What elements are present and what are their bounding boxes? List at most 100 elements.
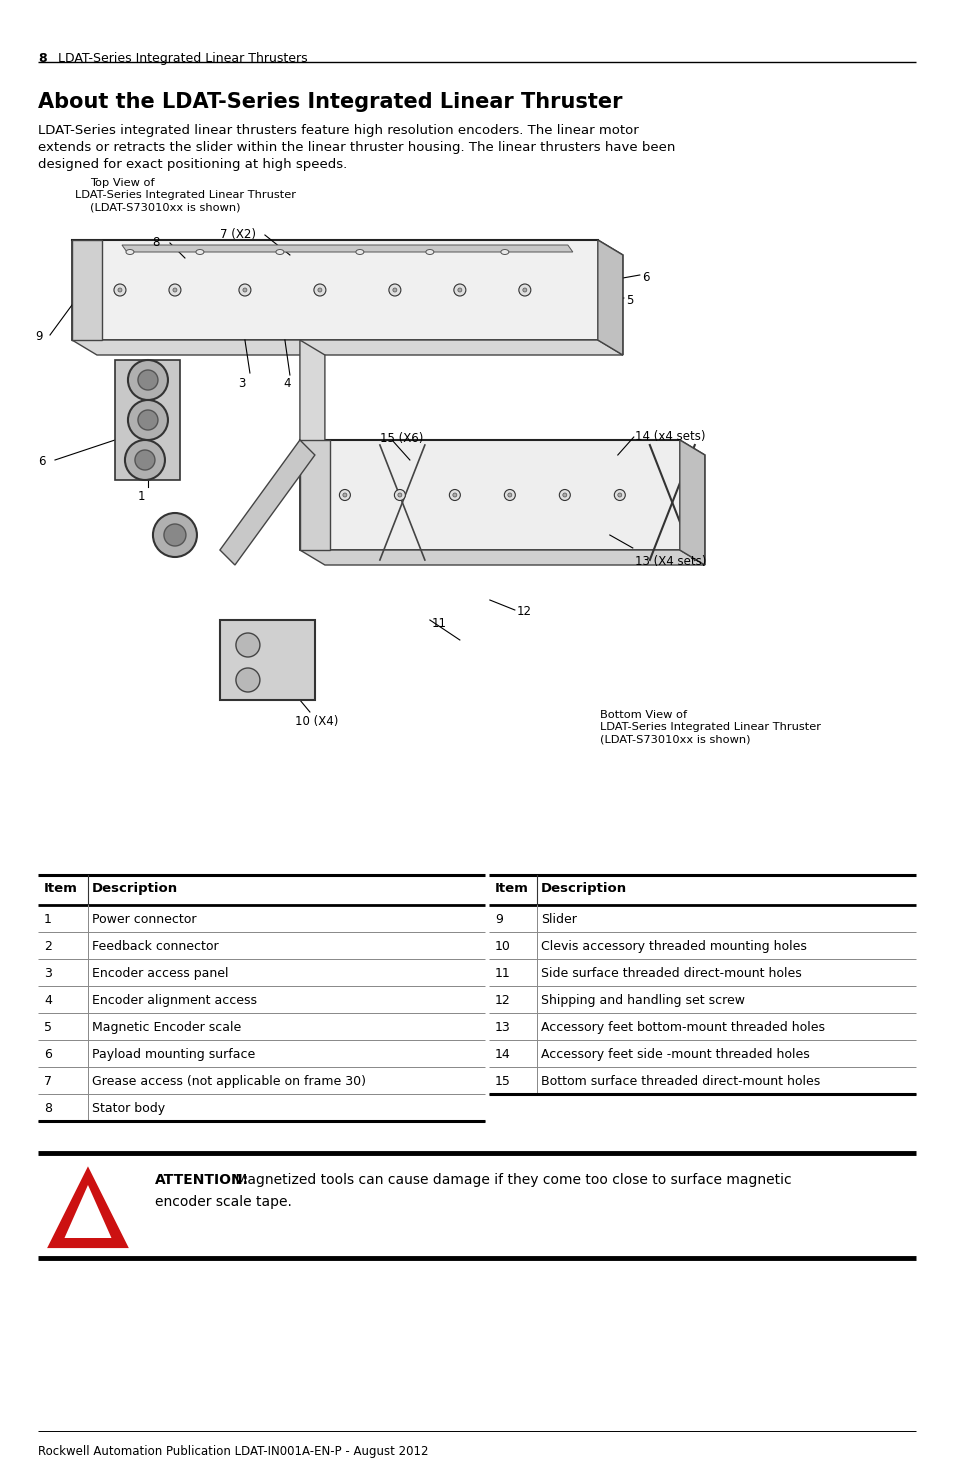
Circle shape: [152, 513, 196, 558]
Text: 4: 4: [44, 994, 51, 1007]
Ellipse shape: [449, 490, 460, 500]
Text: Item: Item: [495, 882, 528, 895]
Polygon shape: [65, 1184, 112, 1238]
Text: 7 (X2): 7 (X2): [220, 229, 255, 240]
Polygon shape: [299, 550, 704, 565]
Circle shape: [128, 360, 168, 400]
Text: 1: 1: [44, 913, 51, 926]
Text: LDAT-Series Integrated Linear Thrusters: LDAT-Series Integrated Linear Thrusters: [58, 52, 307, 65]
Text: Description: Description: [91, 882, 178, 895]
Text: Stator body: Stator body: [91, 1102, 165, 1115]
Text: 8: 8: [38, 52, 47, 65]
Text: Rockwell Automation Publication LDAT-IN001A-EN-P - August 2012: Rockwell Automation Publication LDAT-IN0…: [38, 1446, 428, 1457]
Polygon shape: [299, 341, 325, 454]
Ellipse shape: [397, 493, 401, 497]
Ellipse shape: [243, 288, 247, 292]
Text: 8: 8: [152, 236, 159, 249]
Text: (LDAT-S73010xx is shown): (LDAT-S73010xx is shown): [599, 735, 749, 743]
Polygon shape: [220, 440, 314, 565]
Text: 13 (X4 sets): 13 (X4 sets): [634, 555, 705, 568]
Text: 12: 12: [495, 994, 510, 1007]
Ellipse shape: [507, 493, 512, 497]
Ellipse shape: [454, 285, 465, 296]
Polygon shape: [299, 440, 330, 550]
Text: designed for exact positioning at high speeds.: designed for exact positioning at high s…: [38, 158, 347, 171]
Text: 12: 12: [517, 605, 531, 618]
Circle shape: [235, 668, 259, 692]
Text: Accessory feet bottom-mount threaded holes: Accessory feet bottom-mount threaded hol…: [540, 1021, 824, 1034]
Polygon shape: [51, 1171, 126, 1246]
Ellipse shape: [342, 493, 347, 497]
Circle shape: [138, 370, 158, 389]
Text: Feedback connector: Feedback connector: [91, 940, 218, 953]
Polygon shape: [60, 1181, 115, 1240]
Text: 15 (X6): 15 (X6): [379, 432, 423, 445]
Text: 11: 11: [495, 968, 510, 979]
Text: Clevis accessory threaded mounting holes: Clevis accessory threaded mounting holes: [540, 940, 806, 953]
Text: 7: 7: [44, 1075, 51, 1089]
Text: Magnetized tools can cause damage if they come too close to surface magnetic: Magnetized tools can cause damage if the…: [231, 1173, 791, 1187]
Text: 2: 2: [154, 376, 162, 389]
Ellipse shape: [558, 490, 570, 500]
Text: LDAT-Series Integrated Linear Thruster: LDAT-Series Integrated Linear Thruster: [599, 721, 820, 732]
Ellipse shape: [614, 490, 624, 500]
Ellipse shape: [389, 285, 400, 296]
Ellipse shape: [457, 288, 461, 292]
Ellipse shape: [314, 285, 326, 296]
Ellipse shape: [113, 285, 126, 296]
Text: 10 (X4): 10 (X4): [294, 715, 338, 729]
Text: 14: 14: [495, 1049, 510, 1061]
Text: Magnetic Encoder scale: Magnetic Encoder scale: [91, 1021, 241, 1034]
Ellipse shape: [453, 493, 456, 497]
Polygon shape: [71, 240, 102, 341]
Polygon shape: [122, 245, 572, 252]
Ellipse shape: [518, 285, 530, 296]
Text: 6: 6: [641, 271, 649, 285]
Ellipse shape: [500, 249, 508, 255]
Text: 3: 3: [44, 968, 51, 979]
Text: Item: Item: [44, 882, 78, 895]
Ellipse shape: [425, 249, 434, 255]
Text: Encoder alignment access: Encoder alignment access: [91, 994, 256, 1007]
Ellipse shape: [238, 285, 251, 296]
Circle shape: [138, 410, 158, 431]
Text: Accessory feet side -mount threaded holes: Accessory feet side -mount threaded hole…: [540, 1049, 809, 1061]
Ellipse shape: [169, 285, 181, 296]
Text: 6: 6: [38, 454, 46, 468]
Bar: [220, 620, 314, 701]
Text: Slider: Slider: [540, 913, 577, 926]
Ellipse shape: [504, 490, 515, 500]
Text: 11: 11: [432, 617, 446, 630]
Text: extends or retracts the slider within the linear thruster housing. The linear th: extends or retracts the slider within th…: [38, 142, 675, 153]
Circle shape: [134, 450, 154, 471]
Text: Power connector: Power connector: [91, 913, 196, 926]
Ellipse shape: [126, 249, 133, 255]
Text: encoder scale tape.: encoder scale tape.: [154, 1195, 292, 1209]
Text: Payload mounting surface: Payload mounting surface: [91, 1049, 255, 1061]
Text: 8: 8: [44, 1102, 51, 1115]
Text: 5: 5: [44, 1021, 51, 1034]
Text: 3: 3: [237, 378, 245, 389]
Polygon shape: [679, 440, 704, 565]
Text: (LDAT-S73010xx is shown): (LDAT-S73010xx is shown): [90, 202, 240, 212]
Text: Side surface threaded direct-mount holes: Side surface threaded direct-mount holes: [540, 968, 801, 979]
Text: !: !: [82, 1193, 93, 1217]
Text: About the LDAT-Series Integrated Linear Thruster: About the LDAT-Series Integrated Linear …: [38, 91, 622, 112]
Text: LDAT-Series Integrated Linear Thruster: LDAT-Series Integrated Linear Thruster: [75, 190, 295, 201]
Text: 13: 13: [495, 1021, 510, 1034]
Ellipse shape: [339, 490, 350, 500]
Text: ATTENTION:: ATTENTION:: [154, 1173, 249, 1187]
Circle shape: [164, 524, 186, 546]
Text: 6: 6: [44, 1049, 51, 1061]
Text: Bottom surface threaded direct-mount holes: Bottom surface threaded direct-mount hol…: [540, 1075, 820, 1089]
Text: 1: 1: [138, 490, 145, 503]
Text: 9: 9: [495, 913, 502, 926]
Polygon shape: [71, 341, 622, 355]
Polygon shape: [71, 240, 622, 355]
Ellipse shape: [172, 288, 176, 292]
Ellipse shape: [562, 493, 566, 497]
Ellipse shape: [394, 490, 405, 500]
Polygon shape: [299, 440, 704, 565]
Ellipse shape: [317, 288, 321, 292]
Text: 5: 5: [625, 294, 633, 307]
